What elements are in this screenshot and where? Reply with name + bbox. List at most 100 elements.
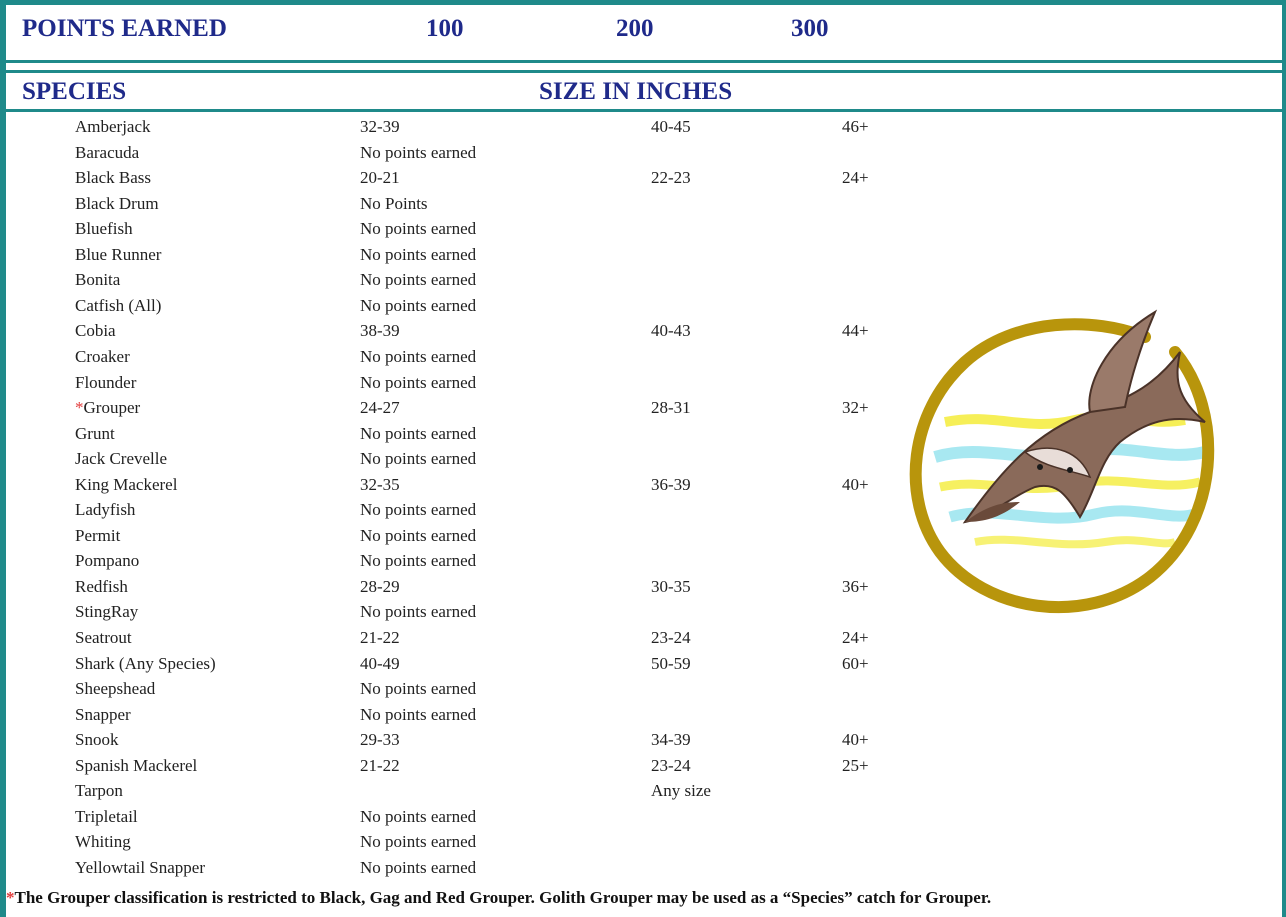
- table-row: Yellowtail Snapper No points earned: [0, 858, 1286, 883]
- table-row: Catfish (All) No points earned: [0, 296, 1286, 321]
- species-name: Spanish Mackerel: [75, 756, 197, 776]
- species-name-text: Sheepshead: [75, 679, 156, 699]
- size-100-points: No points earned: [360, 679, 477, 699]
- species-header: SPECIES SIZE IN INCHES: [6, 70, 1282, 112]
- table-row: Tripletail No points earned: [0, 807, 1286, 832]
- size-100-points: No points earned: [360, 219, 477, 239]
- table-row: Seatrout 21-22 23-24 24+: [0, 628, 1286, 653]
- size-300-points: 46+: [842, 117, 869, 136]
- size-200-points: 50-59: [651, 653, 691, 673]
- species-name: Tripletail: [75, 807, 138, 827]
- size-200-points: 23-24: [651, 755, 691, 775]
- size-300-points: 60+: [842, 653, 869, 673]
- table-row: Whiting No points earned: [0, 832, 1286, 857]
- size-100-points: 40-49: [360, 653, 400, 673]
- table-row: Black Bass 20-21 22-23 24+: [0, 168, 1286, 193]
- species-name: StingRay: [75, 602, 138, 622]
- size-300-points: 36+: [842, 576, 869, 596]
- size-200-points: 28-31: [651, 398, 691, 418]
- species-name: Yellowtail Snapper: [75, 858, 205, 878]
- size-100-points: No points earned: [360, 500, 477, 520]
- grouper-footnote: *The Grouper classification is restricte…: [6, 888, 991, 908]
- table-row: Ladyfish No points earned: [0, 500, 1286, 525]
- table-row: Grunt No points earned: [0, 424, 1286, 449]
- species-name-text: Bonita: [75, 270, 121, 290]
- species-name-text: Jack Crevelle: [75, 449, 168, 469]
- size-200-points: 40-45: [651, 117, 691, 136]
- species-name: Tarpon: [75, 781, 123, 801]
- species-name-text: Redfish: [75, 576, 128, 596]
- size-100-points: 29-33: [360, 730, 400, 750]
- species-name: Catfish (All): [75, 296, 161, 316]
- size-100-points: 32-39: [360, 117, 400, 136]
- size-100-points: No points earned: [360, 372, 477, 392]
- footnote-asterisk: *: [6, 888, 15, 907]
- species-name-text: Permit: [75, 525, 121, 545]
- table-row: Shark (Any Species) 40-49 50-59 60+: [0, 654, 1286, 679]
- species-name: *Grouper: [75, 398, 140, 418]
- table-row: Amberjack 32-39 40-45 46+: [0, 117, 1286, 142]
- size-100-points: 38-39: [360, 321, 400, 341]
- species-name: Baracuda: [75, 143, 139, 163]
- size-300-points: 40+: [842, 474, 869, 494]
- table-row: Pompano No points earned: [0, 551, 1286, 576]
- table-row: Permit No points earned: [0, 526, 1286, 551]
- table-row: Snook 29-33 34-39 40+: [0, 730, 1286, 755]
- table-row: Baracuda No points earned: [0, 143, 1286, 168]
- species-name-text: Shark (Any Species): [75, 653, 216, 673]
- species-name-text: Black Bass: [75, 168, 152, 188]
- size-300-points: 32+: [842, 398, 869, 418]
- table-row: Bluefish No points earned: [0, 219, 1286, 244]
- table-row: King Mackerel 32-35 36-39 40+: [0, 475, 1286, 500]
- species-name-text: Snook: [75, 730, 119, 750]
- species-name: Whiting: [75, 832, 131, 852]
- species-name-text: Pompano: [75, 551, 140, 571]
- species-name: Pompano: [75, 551, 139, 571]
- table-row: Flounder No points earned: [0, 373, 1286, 398]
- species-name-text: Amberjack: [75, 117, 151, 136]
- species-name: Sheepshead: [75, 679, 155, 699]
- table-row: Tarpon Any size: [0, 781, 1286, 806]
- size-100-points: 32-35: [360, 474, 400, 494]
- table-row: Snapper No points earned: [0, 705, 1286, 730]
- species-name-text: Yellowtail Snapper: [75, 857, 206, 877]
- species-name-text: Croaker: [75, 346, 130, 366]
- size-100-points: No points earned: [360, 244, 477, 264]
- size-in-inches-label: SIZE IN INCHES: [539, 78, 733, 105]
- species-name: Amberjack: [75, 117, 151, 137]
- species-name-text: Blue Runner: [75, 244, 162, 264]
- size-100-points: No points earned: [360, 704, 477, 724]
- table-row: Blue Runner No points earned: [0, 245, 1286, 270]
- species-name-text: Cobia: [75, 321, 116, 341]
- size-100-points: No points earned: [360, 295, 477, 315]
- table-row: Spanish Mackerel 21-22 23-24 25+: [0, 756, 1286, 781]
- size-100-points: 21-22: [360, 628, 400, 647]
- footnote-text: The Grouper classification is restricted…: [14, 888, 992, 907]
- species-asterisk: *: [75, 398, 84, 418]
- species-name-text: Flounder: [75, 372, 137, 392]
- points-header: POINTS EARNED 100 200 300: [6, 5, 1282, 63]
- size-100-points: No Points: [360, 193, 428, 213]
- size-100-points: 21-22: [360, 755, 400, 775]
- size-300-points: 24+: [842, 628, 869, 647]
- species-name: King Mackerel: [75, 475, 177, 495]
- points-300-label: 300: [791, 15, 829, 42]
- size-100-points: 20-21: [360, 168, 400, 188]
- species-name: Blue Runner: [75, 245, 161, 265]
- size-100-points: No points earned: [360, 602, 477, 622]
- species-name: Ladyfish: [75, 500, 135, 520]
- species-name: Seatrout: [75, 628, 132, 648]
- species-name: Snook: [75, 730, 118, 750]
- species-name-text: StingRay: [75, 602, 139, 622]
- species-name-text: Black Drum: [75, 193, 159, 213]
- species-name: Black Drum: [75, 194, 159, 214]
- size-100-points: No points earned: [360, 525, 477, 545]
- table-row: Jack Crevelle No points earned: [0, 449, 1286, 474]
- table-row: Black Drum No Points: [0, 194, 1286, 219]
- size-200-points: 23-24: [651, 628, 691, 647]
- size-300-points: 25+: [842, 755, 869, 775]
- table-row: Cobia 38-39 40-43 44+: [0, 321, 1286, 346]
- species-label: SPECIES: [22, 78, 127, 105]
- size-200-points: 34-39: [651, 730, 691, 750]
- species-name-text: Ladyfish: [75, 500, 136, 520]
